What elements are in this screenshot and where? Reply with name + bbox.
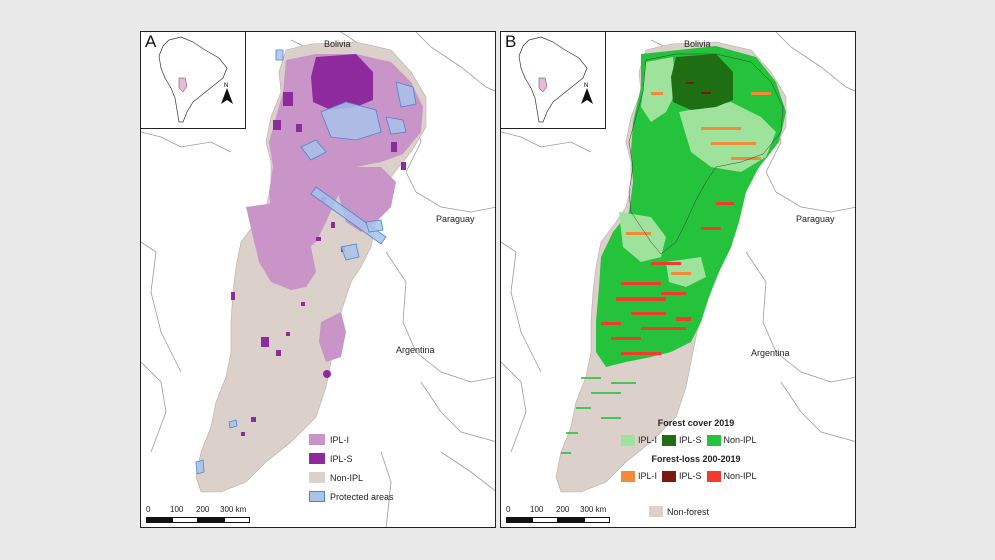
south-america-outline xyxy=(158,36,228,123)
chaco-highlight xyxy=(538,77,548,93)
north-arrow-icon: N xyxy=(581,83,593,104)
legend-title-forest-loss: Forest-loss 200-2019 xyxy=(651,454,741,464)
legend-swatch xyxy=(309,472,325,483)
legend-swatch xyxy=(309,434,325,445)
country-label-bolivia: Bolivia xyxy=(684,39,711,49)
south-america-inset: N xyxy=(141,32,246,129)
south-america-outline xyxy=(518,36,588,123)
south-america-inset: N xyxy=(501,32,606,129)
forest-loss-ipl-s xyxy=(686,82,711,94)
country-label-bolivia: Bolivia xyxy=(324,39,351,49)
legend-a: IPL-I IPL-S Non-IPL Protected areas xyxy=(309,430,394,506)
forest-cover-south xyxy=(561,377,636,454)
panel-letter: A xyxy=(143,32,159,51)
legend-b: Forest cover 2019 IPL-I IPL-S Non-IPL Fo… xyxy=(621,418,771,490)
svg-text:N: N xyxy=(584,83,588,89)
map-a-canvas xyxy=(141,32,495,527)
country-label-paraguay: Paraguay xyxy=(436,214,475,224)
legend-item-loss-ipl-i: IPL-I xyxy=(621,470,657,482)
scale-bar-a: 0 100 200 300 km xyxy=(146,505,276,523)
legend-item-protected-areas: Protected areas xyxy=(309,487,394,506)
country-label-argentina: Argentina xyxy=(396,345,435,355)
protected-areas xyxy=(195,49,417,475)
map-panel-b: N B Bolivia Paraguay Argentina Forest co… xyxy=(500,31,856,528)
legend-item-cover-ipl-s: IPL-S xyxy=(662,434,702,446)
forest-cover-ipl-s xyxy=(671,54,733,110)
legend-item-cover-ipl-i: IPL-I xyxy=(621,434,657,446)
legend-item-non-ipl: Non-IPL xyxy=(309,468,394,487)
map-panel-a: N A Bolivia Paraguay Argentina IPL-I IPL… xyxy=(140,31,496,528)
chaco-highlight xyxy=(178,77,188,93)
forest-loss-ipl-i xyxy=(626,92,771,275)
ipl-boundary-outline xyxy=(628,53,784,255)
country-label-paraguay: Paraguay xyxy=(796,214,835,224)
legend-swatch xyxy=(309,491,325,502)
legend-item-cover-non-ipl: Non-IPL xyxy=(706,434,757,446)
legend-item-loss-ipl-s: IPL-S xyxy=(662,470,702,482)
legend-swatch xyxy=(309,453,325,464)
legend-item-ipl-s: IPL-S xyxy=(309,449,394,468)
legend-item-ipl-i: IPL-I xyxy=(309,430,394,449)
forest-loss-non-ipl xyxy=(601,202,734,355)
legend-title-forest-cover: Forest cover 2019 xyxy=(657,418,735,428)
legend-item-loss-non-ipl: Non-IPL xyxy=(706,470,757,482)
country-label-argentina: Argentina xyxy=(751,348,790,358)
map-b-canvas xyxy=(501,32,855,493)
north-arrow-icon: N xyxy=(221,83,233,104)
ipl-i-areas xyxy=(246,54,423,362)
svg-text:N: N xyxy=(224,83,228,89)
panel-letter: B xyxy=(503,32,519,51)
forest-cover-ipl-i xyxy=(619,57,776,287)
legend-item-non-forest: Non-forest xyxy=(649,506,709,517)
scale-bar-b: 0 100 200 300 km xyxy=(506,505,636,523)
